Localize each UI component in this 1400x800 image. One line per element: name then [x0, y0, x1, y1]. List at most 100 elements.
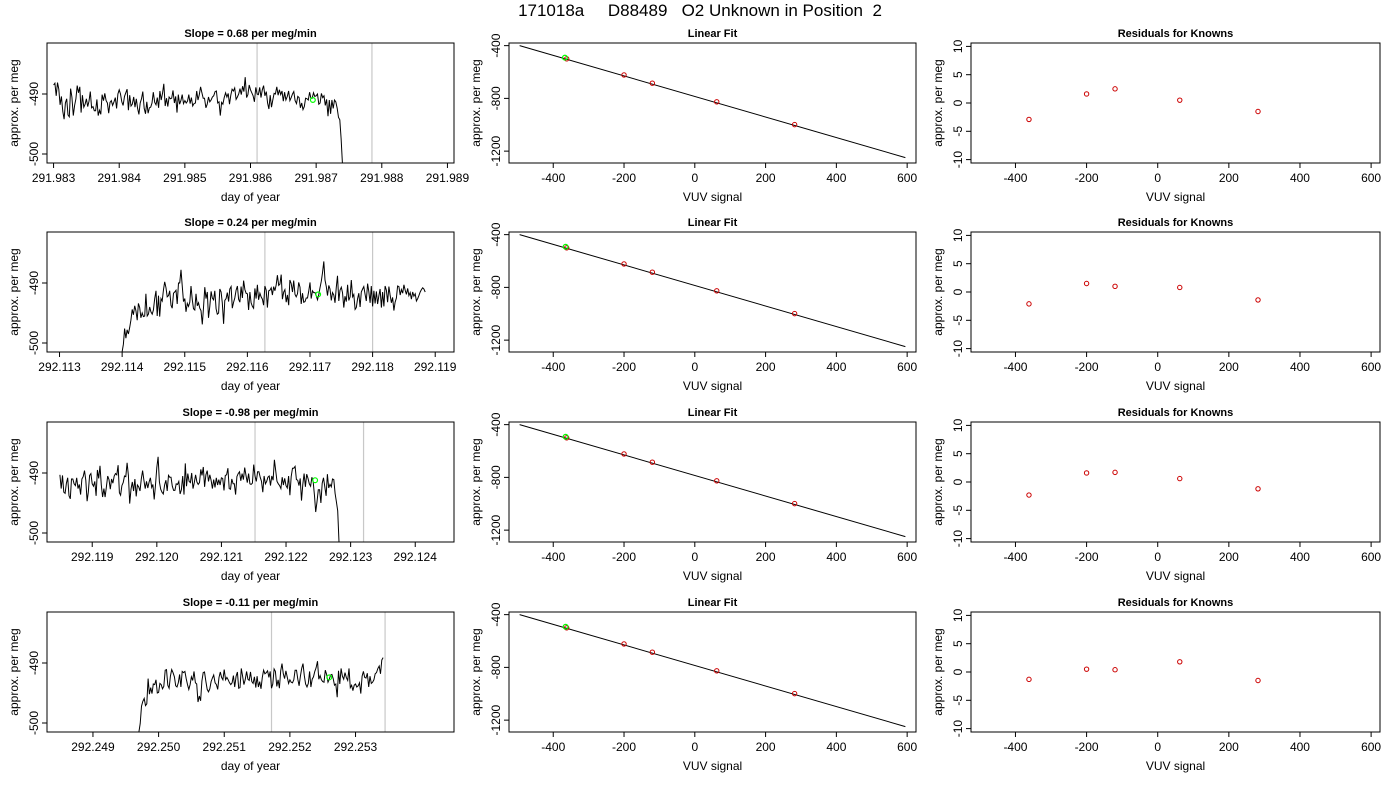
y-tick-label: -800	[489, 275, 503, 299]
panel-title: Linear Fit	[688, 407, 738, 419]
plot-frame	[970, 611, 1381, 733]
y-tick-label: 5	[951, 260, 965, 267]
data-point	[621, 641, 627, 647]
y-tick-label: -1200	[489, 135, 503, 166]
unknown-point	[562, 433, 569, 440]
x-tick-label: 600	[1361, 740, 1381, 754]
x-tick-label: 292.122	[264, 550, 308, 564]
data-point	[621, 451, 627, 457]
x-tick-label: 291.983	[32, 171, 76, 185]
y-tick-label: -10	[951, 720, 965, 738]
unknown-point	[562, 623, 569, 630]
panel-title: Slope = 0.68 per meg/min	[184, 28, 317, 40]
y-axis-label: approx. per meg	[469, 59, 483, 146]
y-tick-label: -490	[27, 82, 41, 106]
panel-residuals-row-4: Residuals for Knowns -400 -200 0 200 400 600 10…	[931, 597, 1381, 773]
x-tick-label: 0	[691, 360, 698, 374]
x-tick-label: 292.119	[71, 550, 114, 564]
x-tick-label: 291.989	[426, 171, 470, 185]
panel-title: Residuals for Knowns	[1118, 407, 1234, 419]
data-point	[649, 459, 656, 465]
unknown-point	[326, 674, 333, 681]
x-tick-label: 600	[1361, 360, 1381, 374]
data-point	[1112, 283, 1118, 290]
y-axis-label: approx. per meg	[7, 59, 21, 146]
panel-title: Slope = -0.11 per meg/min	[183, 597, 319, 609]
x-tick-label: 292.114	[101, 360, 144, 374]
panel-residuals-row-1: Residuals for Knowns -400 -200 0 200 400 600 10…	[931, 28, 1381, 204]
x-tick-label: 400	[1290, 740, 1310, 754]
y-tick-label: -10	[951, 151, 965, 169]
x-tick-label: 400	[1290, 550, 1310, 564]
y-axis-label: approx. per meg	[931, 248, 945, 335]
data-point	[1177, 659, 1183, 665]
y-tick-label: -490	[27, 271, 41, 295]
data-point	[621, 261, 627, 267]
fit-line	[519, 614, 906, 728]
x-axis-label: VUV signal	[683, 190, 742, 204]
y-axis-label: approx. per meg	[931, 438, 945, 525]
y-tick-label: -1200	[489, 514, 503, 545]
data-point	[1177, 475, 1183, 482]
x-tick-label: -200	[1075, 740, 1099, 754]
x-tick-label: 600	[897, 360, 917, 374]
plot-frame	[970, 231, 1381, 353]
x-tick-label: 400	[826, 360, 846, 374]
panel-title: Residuals for Knowns	[1118, 217, 1234, 229]
x-tick-label: -400	[1003, 740, 1027, 754]
data-point	[1083, 666, 1090, 672]
x-tick-label: 200	[1219, 360, 1239, 374]
y-tick-label: -400	[489, 33, 503, 57]
data-trace	[59, 456, 340, 542]
y-tick-label: -1200	[489, 704, 503, 735]
x-tick-label: 600	[897, 740, 917, 754]
x-axis-label: VUV signal	[1146, 569, 1205, 583]
y-tick-label: -490	[27, 461, 41, 485]
data-point	[1255, 108, 1261, 115]
x-axis-label: day of year	[221, 759, 280, 773]
x-tick-label: 292.252	[268, 740, 312, 754]
data-point	[563, 435, 570, 441]
data-point	[563, 625, 570, 631]
x-tick-label: 0	[1154, 171, 1161, 185]
panel-title: Linear Fit	[688, 597, 738, 609]
fit-line	[519, 45, 906, 159]
y-tick-label: -500	[27, 142, 41, 166]
x-tick-label: 400	[826, 740, 846, 754]
plot-frame	[508, 42, 917, 164]
plot-frame	[46, 421, 455, 543]
panel-time-series-row-1: Slope = 0.68 per meg/min 291.983 291.984 29…	[7, 28, 469, 204]
y-axis-label: approx. per meg	[469, 438, 483, 525]
data-point	[1026, 116, 1032, 123]
data-point	[791, 690, 798, 697]
data-trace	[138, 657, 384, 732]
data-point	[1112, 86, 1118, 92]
y-axis-label: approx. per meg	[7, 248, 21, 335]
x-tick-label: 292.249	[71, 740, 115, 754]
y-tick-label: -500	[27, 521, 41, 545]
y-tick-label: 0	[951, 668, 965, 675]
x-tick-label: 200	[756, 360, 776, 374]
x-axis-label: day of year	[221, 569, 280, 583]
data-point	[1026, 492, 1032, 498]
x-tick-label: -400	[541, 740, 565, 754]
y-axis-label: approx. per meg	[7, 438, 21, 525]
x-tick-label: 400	[826, 550, 846, 564]
x-axis-label: VUV signal	[1146, 190, 1205, 204]
data-point	[1083, 470, 1090, 476]
data-point	[791, 310, 798, 317]
y-tick-label: -800	[489, 86, 503, 110]
y-tick-label: 10	[951, 418, 965, 432]
plot-frame	[46, 611, 455, 733]
y-axis-label: approx. per meg	[469, 628, 483, 715]
x-tick-label: 200	[756, 550, 776, 564]
data-point	[1083, 91, 1090, 97]
data-point	[1177, 97, 1183, 103]
y-tick-label: -5	[951, 695, 965, 706]
panel-linear-fit-row-4: Linear Fit -400 -200 0 200 400 600 -400 -800 -120…	[469, 597, 917, 773]
panel-time-series-row-2: Slope = 0.24 per meg/min 292.113 292.114 29…	[7, 217, 457, 393]
y-tick-label: -10	[951, 340, 965, 358]
x-tick-label: -200	[612, 740, 636, 754]
x-tick-label: 292.250	[137, 740, 181, 754]
data-point	[563, 245, 570, 251]
